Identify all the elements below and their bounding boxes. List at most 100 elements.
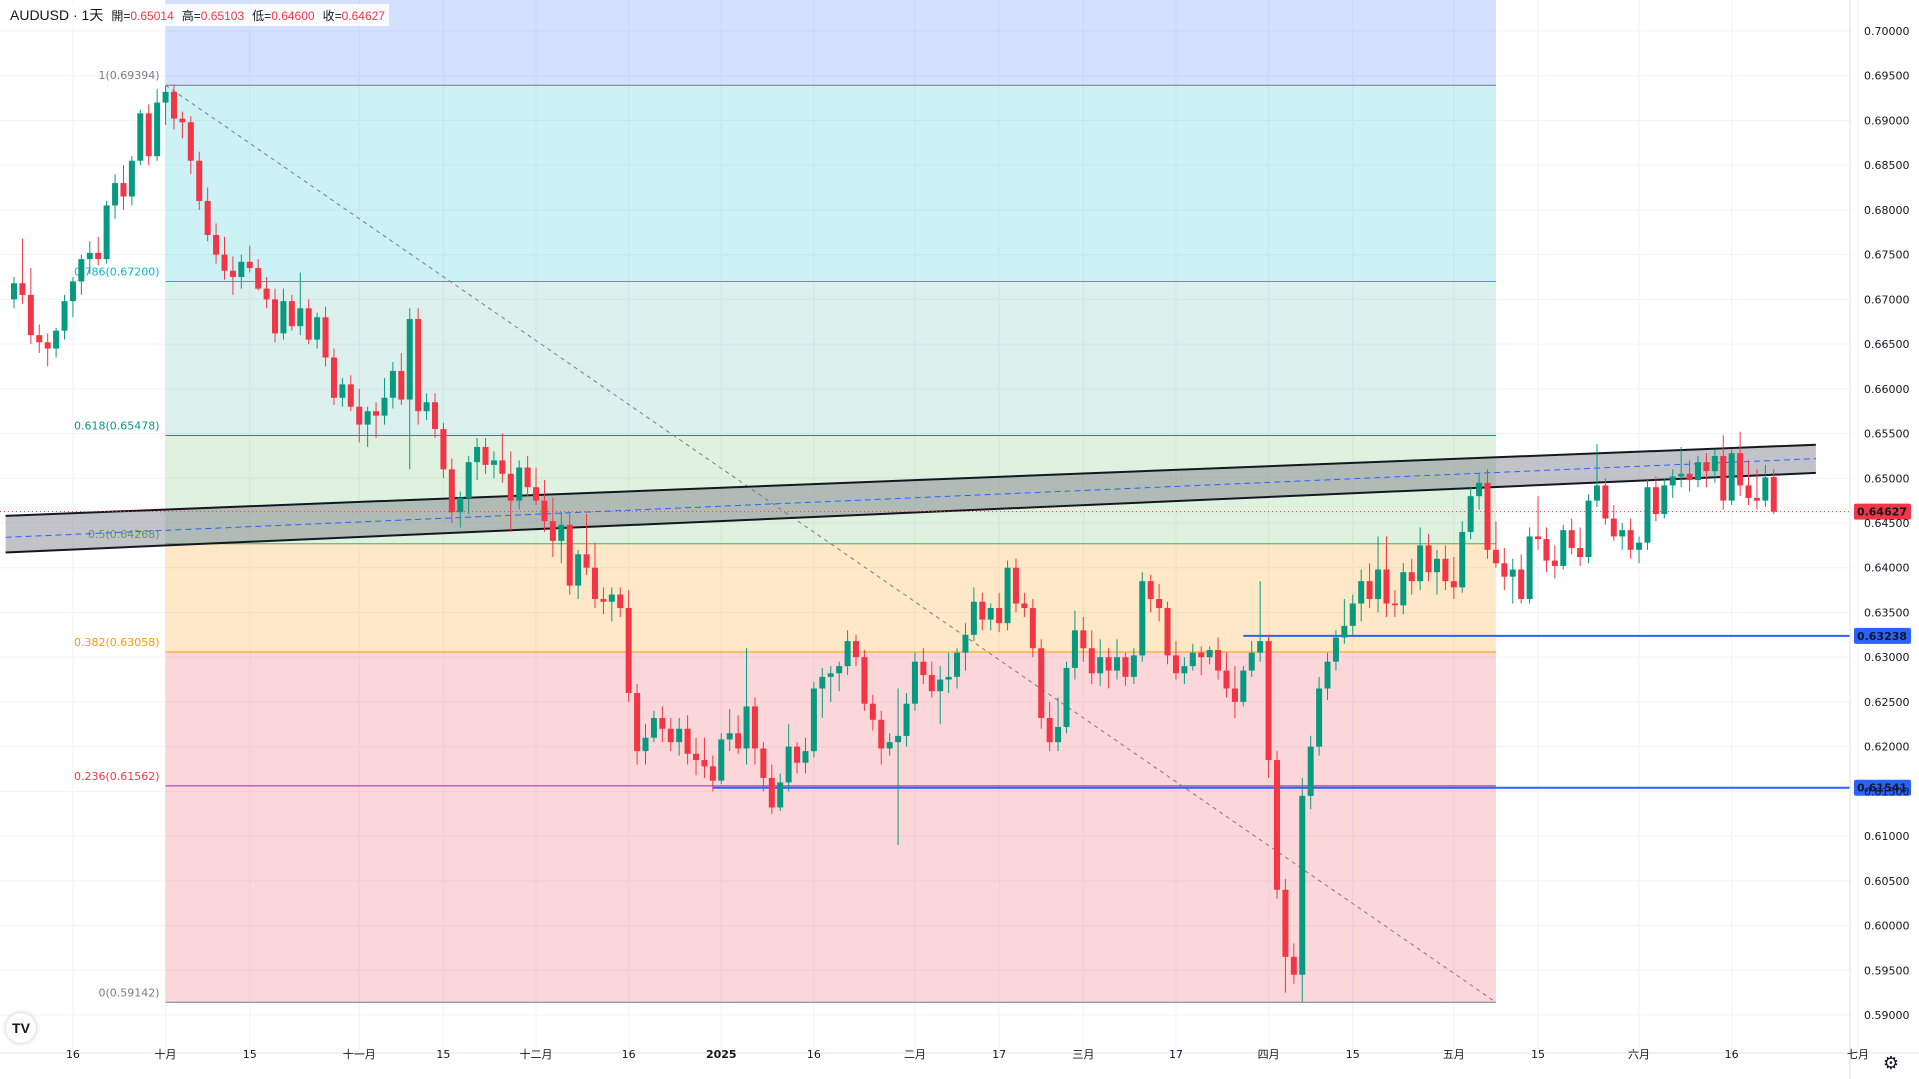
price-tick-label: 0.61500 xyxy=(1864,785,1910,798)
candle-up xyxy=(1585,494,1592,564)
candle-body xyxy=(878,719,885,749)
candle-body xyxy=(1577,548,1584,557)
candle-down xyxy=(1627,518,1634,559)
candle-up xyxy=(608,587,615,622)
ohlc-open: 開=0.65014 xyxy=(111,7,173,24)
candle-body xyxy=(1728,453,1735,501)
symbol-legend[interactable]: AUDUSD · 1天 開=0.65014 高=0.65103 低=0.6460… xyxy=(6,4,389,26)
candle-body xyxy=(1282,889,1289,957)
candle-body xyxy=(600,599,607,602)
time-tick-label: 15 xyxy=(436,1048,450,1061)
candle-down xyxy=(768,764,775,814)
candle-up xyxy=(11,277,17,309)
candle-down xyxy=(794,742,801,774)
candle-body xyxy=(305,308,312,340)
candle-body xyxy=(1215,650,1222,671)
parallel-channel[interactable] xyxy=(5,443,1816,554)
candle-body xyxy=(869,703,876,720)
candle-body xyxy=(1745,485,1752,498)
candle-up xyxy=(1181,657,1188,685)
time-axis[interactable]: 16 十月 15 十一月 15 十二月 16 2025 16 二月 17 三月 17 四月 15 五月 15 六月… xyxy=(0,1047,1919,1061)
candle-body xyxy=(78,259,85,282)
candle-body xyxy=(1198,652,1205,658)
candle-up xyxy=(1240,666,1247,707)
candle-up xyxy=(819,667,826,719)
candle-up xyxy=(827,666,834,702)
candle-body xyxy=(1585,500,1592,557)
fib-zone-0-5 xyxy=(165,435,1496,544)
time-tick-label: 16 xyxy=(622,1048,636,1061)
candle-body xyxy=(819,676,826,689)
candle-down xyxy=(179,111,186,139)
candle-down xyxy=(19,238,26,304)
candle-body xyxy=(1240,670,1247,702)
symbol-title[interactable]: AUDUSD · 1天 xyxy=(10,7,104,23)
candle-down xyxy=(684,715,691,765)
candle-up xyxy=(1762,464,1769,507)
candle-body xyxy=(170,91,177,119)
time-tick-label: 17 xyxy=(1169,1048,1183,1061)
candle-body xyxy=(583,554,590,568)
candle-body xyxy=(1316,688,1323,747)
candle-body xyxy=(1156,599,1163,608)
candle-body xyxy=(1164,607,1171,656)
ohlc-high: 高=0.65103 xyxy=(182,7,244,24)
candle-up xyxy=(1332,630,1339,671)
candle-down xyxy=(120,165,127,210)
candle-up xyxy=(69,277,76,318)
channel-mid-line[interactable] xyxy=(5,458,1816,538)
candle-body xyxy=(263,288,270,300)
candle-body xyxy=(1467,496,1474,532)
candle-body xyxy=(1324,661,1331,689)
horizontal-levels[interactable]: 0.63238 0.61541 xyxy=(712,627,1911,796)
price-axis[interactable]: 0.70000 0.69500 0.69000 0.68500 0.68000 0.675… xyxy=(1849,0,1910,1079)
candle-up xyxy=(1097,639,1104,686)
candle-body xyxy=(465,462,472,498)
candle-down xyxy=(415,308,422,425)
candle-up xyxy=(945,652,952,693)
candle-down xyxy=(634,684,641,765)
candle-down xyxy=(1577,527,1584,566)
candle-down xyxy=(1551,545,1558,579)
candle-body xyxy=(373,411,380,416)
tradingview-logo-icon[interactable]: TV xyxy=(6,1013,36,1043)
candle-up xyxy=(339,378,346,407)
candle-up xyxy=(937,666,944,725)
candle-up xyxy=(886,733,893,756)
candle-down xyxy=(709,755,716,792)
candle-down xyxy=(1046,701,1053,752)
candle-body xyxy=(945,676,952,680)
candle-down xyxy=(1391,590,1398,617)
candle-body xyxy=(69,281,76,302)
candle-down xyxy=(928,661,935,698)
candle-body xyxy=(693,753,700,761)
candle-body xyxy=(608,594,615,602)
candle-body xyxy=(524,467,531,488)
candle-up xyxy=(1678,446,1685,488)
candle-body xyxy=(1181,666,1188,674)
candle-body xyxy=(103,205,110,260)
price-tick-label: 0.61000 xyxy=(1864,830,1910,843)
candle-down xyxy=(1147,574,1154,613)
ohlc-open-value: 0.65014 xyxy=(130,8,174,23)
candle-body xyxy=(448,469,455,513)
candle-down xyxy=(499,433,506,483)
candle-body xyxy=(1720,455,1727,501)
candle-down xyxy=(1383,536,1390,617)
gear-icon[interactable]: ⚙ xyxy=(1882,1052,1900,1073)
candle-down xyxy=(878,710,885,765)
candle-body xyxy=(238,261,245,277)
candle-body xyxy=(330,357,337,398)
candle-up xyxy=(1459,521,1466,593)
candle-body xyxy=(1029,607,1036,649)
candle-down xyxy=(1172,641,1179,680)
candle-body xyxy=(903,703,910,736)
candle-up xyxy=(810,682,817,758)
channel-lower-line[interactable] xyxy=(5,471,1816,554)
candle-down xyxy=(1518,554,1525,604)
candle-up xyxy=(1114,639,1121,680)
channel-upper-line[interactable] xyxy=(5,443,1816,517)
candle-body xyxy=(196,160,203,201)
